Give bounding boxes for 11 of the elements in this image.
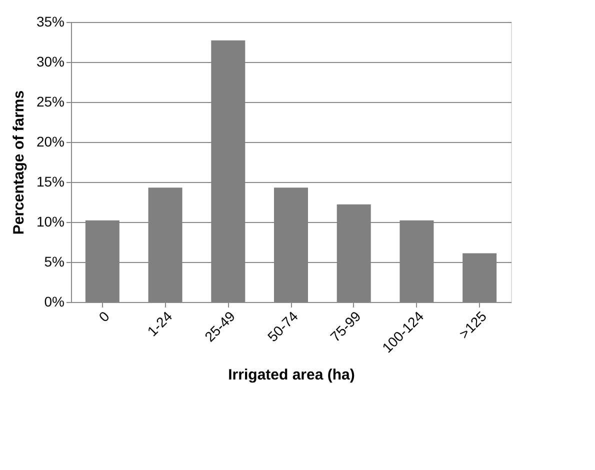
- y-axis-title: Percentage of farms: [10, 90, 28, 235]
- y-tick-label: 0%: [44, 294, 64, 310]
- x-axis-title: Irrigated area (ha): [228, 366, 355, 384]
- y-tick-label: 35%: [36, 14, 64, 30]
- x-tick-label: 0: [96, 308, 112, 325]
- y-tick-label: 5%: [44, 254, 64, 270]
- y-tick-label: 15%: [36, 174, 64, 190]
- y-tick-label: 30%: [36, 54, 64, 70]
- y-tick-label: 20%: [36, 134, 64, 150]
- y-tick-label: 25%: [36, 94, 64, 110]
- y-tick-label: 10%: [36, 214, 64, 230]
